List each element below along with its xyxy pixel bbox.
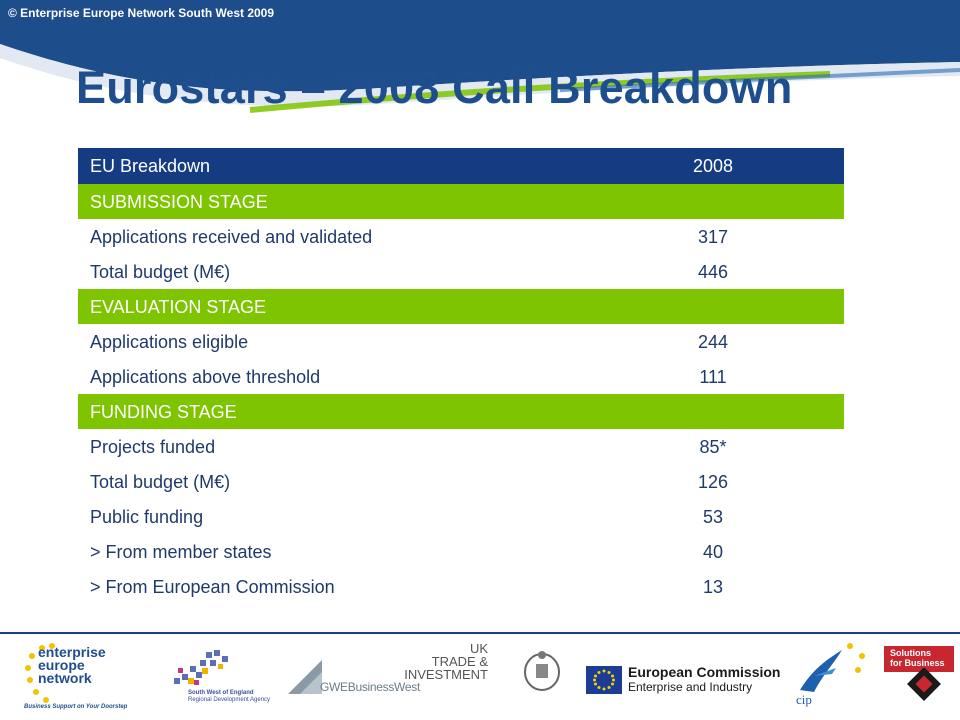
ec-line1: European Commission	[628, 664, 781, 680]
row-value: 244	[697, 332, 729, 352]
breakdown-table: EU Breakdown 2008 SUBMISSION STAGE Appli…	[78, 148, 844, 604]
sfb-line1: Solutions	[890, 648, 931, 658]
table-row: Applications above threshold 111	[78, 359, 844, 394]
ec-logo: European Commission Enterprise and Indus…	[586, 664, 780, 704]
table-row: Total budget (M€) 126	[78, 464, 844, 499]
een-tagline: Business Support on Your Doorstep	[24, 704, 128, 710]
table-header-label: EU Breakdown	[90, 156, 211, 176]
table-row: Applications eligible 244	[78, 324, 844, 359]
table-row: > From member states 40	[78, 534, 844, 569]
swrda-logo: South West of England Regional Developme…	[156, 648, 270, 714]
row-value: 126	[697, 472, 729, 492]
swrda-line1: South West of England	[188, 690, 254, 696]
table-header-row: EU Breakdown 2008	[78, 148, 844, 184]
een-line3: network	[38, 670, 92, 686]
cip-logo: cip	[792, 640, 870, 714]
stage-label: EVALUATION STAGE	[90, 297, 267, 317]
ukti-line3: INVESTMENT	[404, 667, 488, 682]
ukti-logo: UK TRADE & INVESTMENT	[404, 642, 564, 708]
een-line1: enterprise	[38, 644, 106, 660]
footer-divider	[0, 632, 960, 634]
row-label: Applications received and validated	[90, 227, 373, 247]
header-swoosh-graphic	[0, 0, 960, 113]
stage-row-submission: SUBMISSION STAGE	[78, 184, 844, 219]
table-header-year: 2008	[692, 156, 734, 176]
page-title: Eurostars – 2008 Call Breakdown	[76, 62, 793, 113]
row-value: 53	[702, 507, 724, 527]
cip-name: cip	[796, 692, 812, 707]
ukti-line1: UK	[469, 641, 488, 656]
sfb-badge-icon	[907, 668, 941, 701]
gwe-logo: GWEBusinessWest	[286, 654, 422, 700]
row-label: Applications above threshold	[90, 367, 321, 387]
stage-row-evaluation: EVALUATION STAGE	[78, 289, 844, 324]
stage-row-funding: FUNDING STAGE	[78, 394, 844, 429]
cip-runner-icon	[800, 643, 865, 692]
een-star-circle-icon	[25, 643, 55, 703]
row-label: > From member states	[90, 542, 272, 562]
ec-line2: Enterprise and Industry	[628, 680, 753, 694]
row-label: Projects funded	[90, 437, 216, 457]
row-label: Total budget (M€)	[90, 262, 231, 282]
row-label: Total budget (M€)	[90, 472, 231, 492]
table-row: Total budget (M€) 446	[78, 254, 844, 289]
sfb-banner: Solutions for Business	[884, 646, 954, 672]
sfb-logo: Solutions for Business	[884, 646, 954, 702]
header-band: © Enterprise Europe Network South West 2…	[0, 0, 960, 120]
row-value: 13	[702, 577, 724, 597]
gwe-arrow-icon	[288, 660, 322, 694]
stage-label: FUNDING STAGE	[90, 402, 237, 422]
een-logo: enterprise europe network Business Suppo…	[22, 640, 140, 714]
row-value: 85*	[699, 437, 727, 457]
row-label: Applications eligible	[90, 332, 249, 352]
table-row: Applications received and validated 317	[78, 219, 844, 254]
row-label: Public funding	[90, 507, 204, 527]
gwe-name: GWEBusinessWest	[320, 680, 420, 694]
row-value: 446	[697, 262, 729, 282]
stage-label: SUBMISSION STAGE	[90, 192, 268, 212]
royal-crest-icon	[524, 651, 560, 691]
row-label: > From European Commission	[90, 577, 335, 597]
ukti-line2: TRADE &	[431, 654, 488, 669]
footer-logos: enterprise europe network Business Suppo…	[0, 634, 960, 720]
swrda-line2: Regional Development Agency	[188, 697, 271, 703]
eu-flag-icon	[586, 666, 622, 694]
table-row: Projects funded 85*	[78, 429, 844, 464]
een-line2: europe	[38, 657, 85, 673]
copyright-text: © Enterprise Europe Network South West 2…	[8, 6, 275, 20]
table-row: > From European Commission 13	[78, 569, 844, 604]
table-row: Public funding 53	[78, 499, 844, 534]
row-value: 317	[697, 227, 729, 247]
sfb-line2: for Business	[890, 658, 945, 668]
swrda-pixel-mosaic-icon	[174, 650, 228, 685]
row-value: 111	[699, 367, 727, 387]
row-value: 40	[702, 542, 724, 562]
